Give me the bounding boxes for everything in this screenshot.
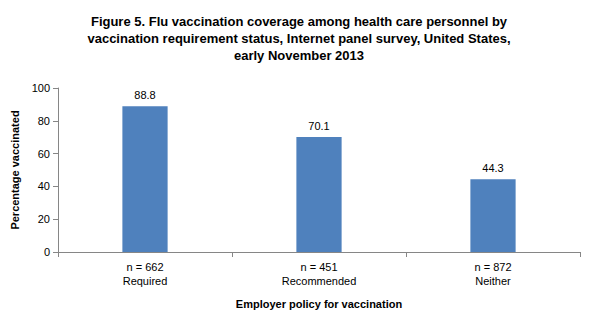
svg-text:n = 451: n = 451 [300, 261, 337, 273]
svg-text:0: 0 [44, 246, 50, 258]
svg-text:40: 40 [38, 180, 50, 192]
svg-text:Percentage vaccinated: Percentage vaccinated [9, 110, 21, 229]
svg-text:n = 872: n = 872 [474, 261, 511, 273]
svg-text:80: 80 [38, 115, 50, 127]
svg-text:20: 20 [38, 213, 50, 225]
svg-text:Figure 5. Flu vaccination cove: Figure 5. Flu vaccination coverage among… [91, 14, 508, 29]
svg-text:Recommended: Recommended [282, 275, 357, 287]
svg-text:Required: Required [123, 275, 168, 287]
svg-text:44.3: 44.3 [482, 162, 503, 174]
svg-text:60: 60 [38, 148, 50, 160]
svg-text:vaccination requirement status: vaccination requirement status, Internet… [87, 31, 510, 46]
svg-text:early November 2013: early November 2013 [234, 48, 364, 63]
svg-text:88.8: 88.8 [134, 89, 155, 101]
svg-text:70.1: 70.1 [308, 120, 329, 132]
svg-text:Employer policy for vaccinatio: Employer policy for vaccination [236, 298, 403, 310]
svg-text:100: 100 [32, 82, 50, 94]
svg-text:n = 662: n = 662 [126, 261, 163, 273]
svg-text:Neither: Neither [475, 275, 511, 287]
